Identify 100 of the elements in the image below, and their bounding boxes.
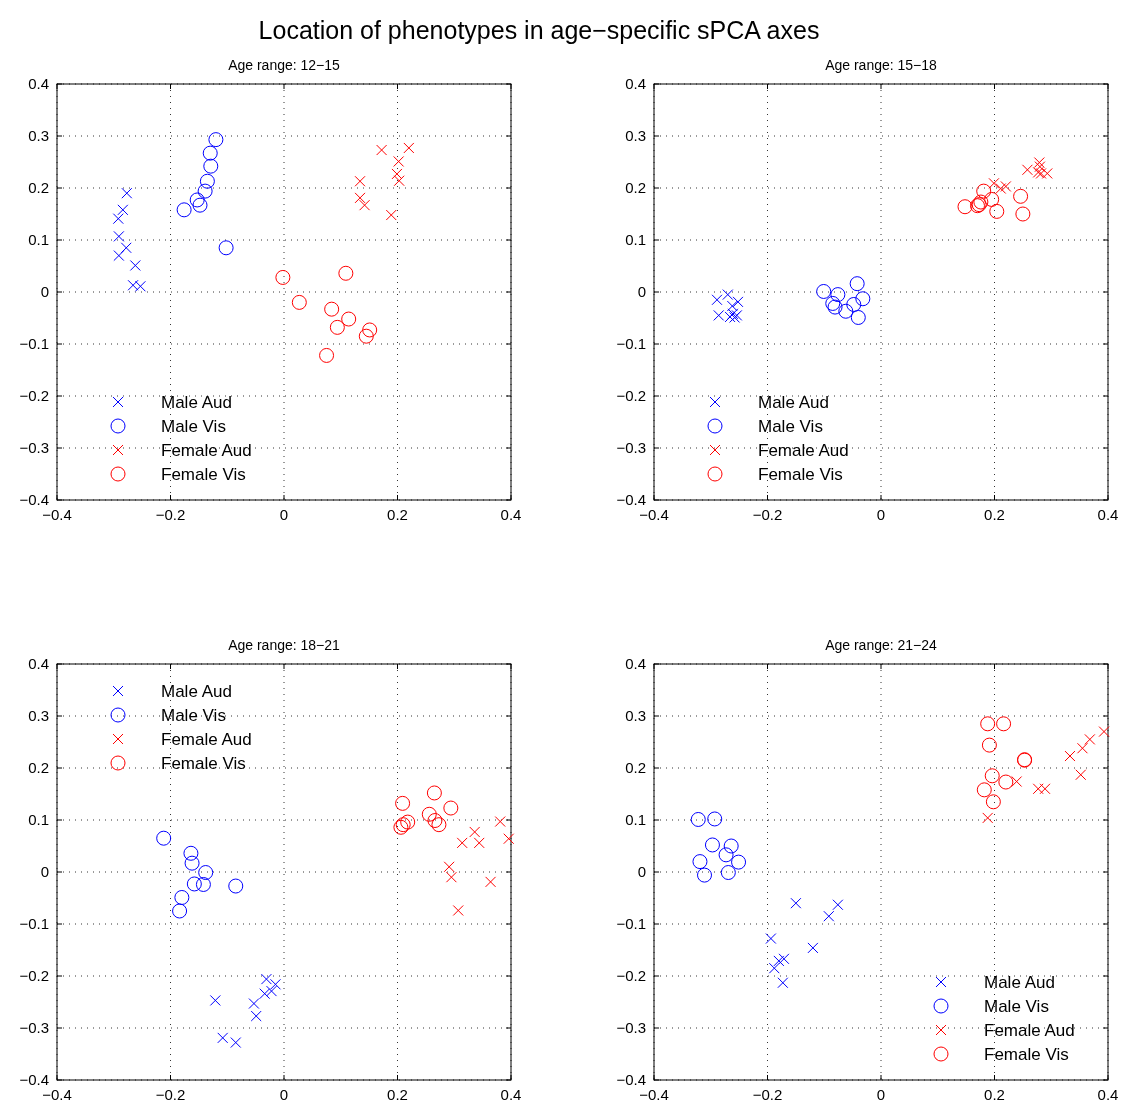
x-tick-label: 0 [876,1086,886,1103]
point [354,175,366,187]
point [208,132,224,148]
point [777,977,789,989]
point [1084,733,1096,745]
chart-title: Age range: 18−21 [228,637,341,653]
x-tick-label: 0.4 [500,506,522,523]
point [1064,750,1076,762]
point [823,910,835,922]
point [121,187,133,199]
point [176,202,192,218]
point [996,716,1012,732]
point [697,867,713,883]
point [431,817,447,833]
point [259,988,271,1000]
point [816,283,832,299]
point [112,213,124,225]
point [731,854,747,870]
point [732,296,744,308]
point [1015,206,1031,222]
point [473,837,485,849]
point [855,291,871,307]
point [718,847,734,863]
point [354,192,366,204]
point [984,768,1000,784]
point [230,1037,242,1049]
y-tick-label: 0.2 [625,179,646,196]
point [989,203,1005,219]
point [825,295,841,311]
point [469,826,481,838]
point [827,299,843,315]
y-tick-label: −0.4 [616,1071,646,1088]
y-tick-label: 0.4 [28,655,49,672]
point [1098,726,1110,738]
y-tick-label: 0.1 [625,811,646,828]
point [129,259,141,271]
x-tick-label: 0.2 [387,506,408,523]
point [807,942,819,954]
point [199,173,215,189]
y-tick-label: −0.1 [616,335,646,352]
point [690,811,706,827]
y-tick-label: 0.3 [28,707,49,724]
point [319,347,335,363]
y-tick-label: 0.4 [625,655,646,672]
point [1033,157,1045,169]
y-tick-label: 0.1 [625,231,646,248]
point [704,837,720,853]
point [984,191,1000,207]
point [393,155,405,167]
point [427,813,443,829]
point [768,962,780,974]
point [485,876,497,888]
point [266,985,278,997]
point [184,855,200,871]
legend-label: Female Vis [161,754,246,773]
y-tick-label: −0.4 [19,491,49,508]
point [765,933,777,945]
point [976,782,992,798]
y-tick-label: −0.1 [19,915,49,932]
y-tick-label: 0.2 [28,759,49,776]
point [773,955,785,967]
point [980,716,996,732]
point [359,199,371,211]
point [1075,769,1087,781]
legend-label: Female Vis [161,465,246,484]
point [838,303,854,319]
point [228,878,244,894]
point [1076,742,1088,754]
x-tick-label: −0.2 [752,506,783,523]
point [445,871,457,883]
x-tick-label: 0 [876,506,886,523]
legend-label: Male Aud [984,973,1055,992]
x-tick-label: −0.2 [752,1086,783,1103]
point [218,240,234,256]
point [456,837,468,849]
y-tick-label: −0.4 [19,1071,49,1088]
point [830,287,846,303]
point [692,854,708,870]
chart-title: Age range: 12−15 [228,57,341,73]
point [250,1010,262,1022]
legend-label: Male Vis [161,417,226,436]
point [723,838,739,854]
legend-label: Female Vis [758,465,843,484]
point [156,830,172,846]
x-tick-label: −0.2 [155,506,186,523]
point [790,897,802,909]
legend-label: Male Vis [161,706,226,725]
point [503,833,515,845]
text: Location of phenotypes in age−specific sPCA axes [258,16,820,44]
point [726,300,738,312]
point [393,175,405,187]
point [209,994,221,1006]
point [443,861,455,873]
y-tick-label: 0.2 [625,759,646,776]
point [998,774,1014,790]
x-tick-label: 0.4 [1097,1086,1119,1103]
point [203,158,219,174]
point [494,816,506,828]
y-tick-label: 0.3 [28,127,49,144]
x-tick-label: 0.4 [1097,506,1119,523]
